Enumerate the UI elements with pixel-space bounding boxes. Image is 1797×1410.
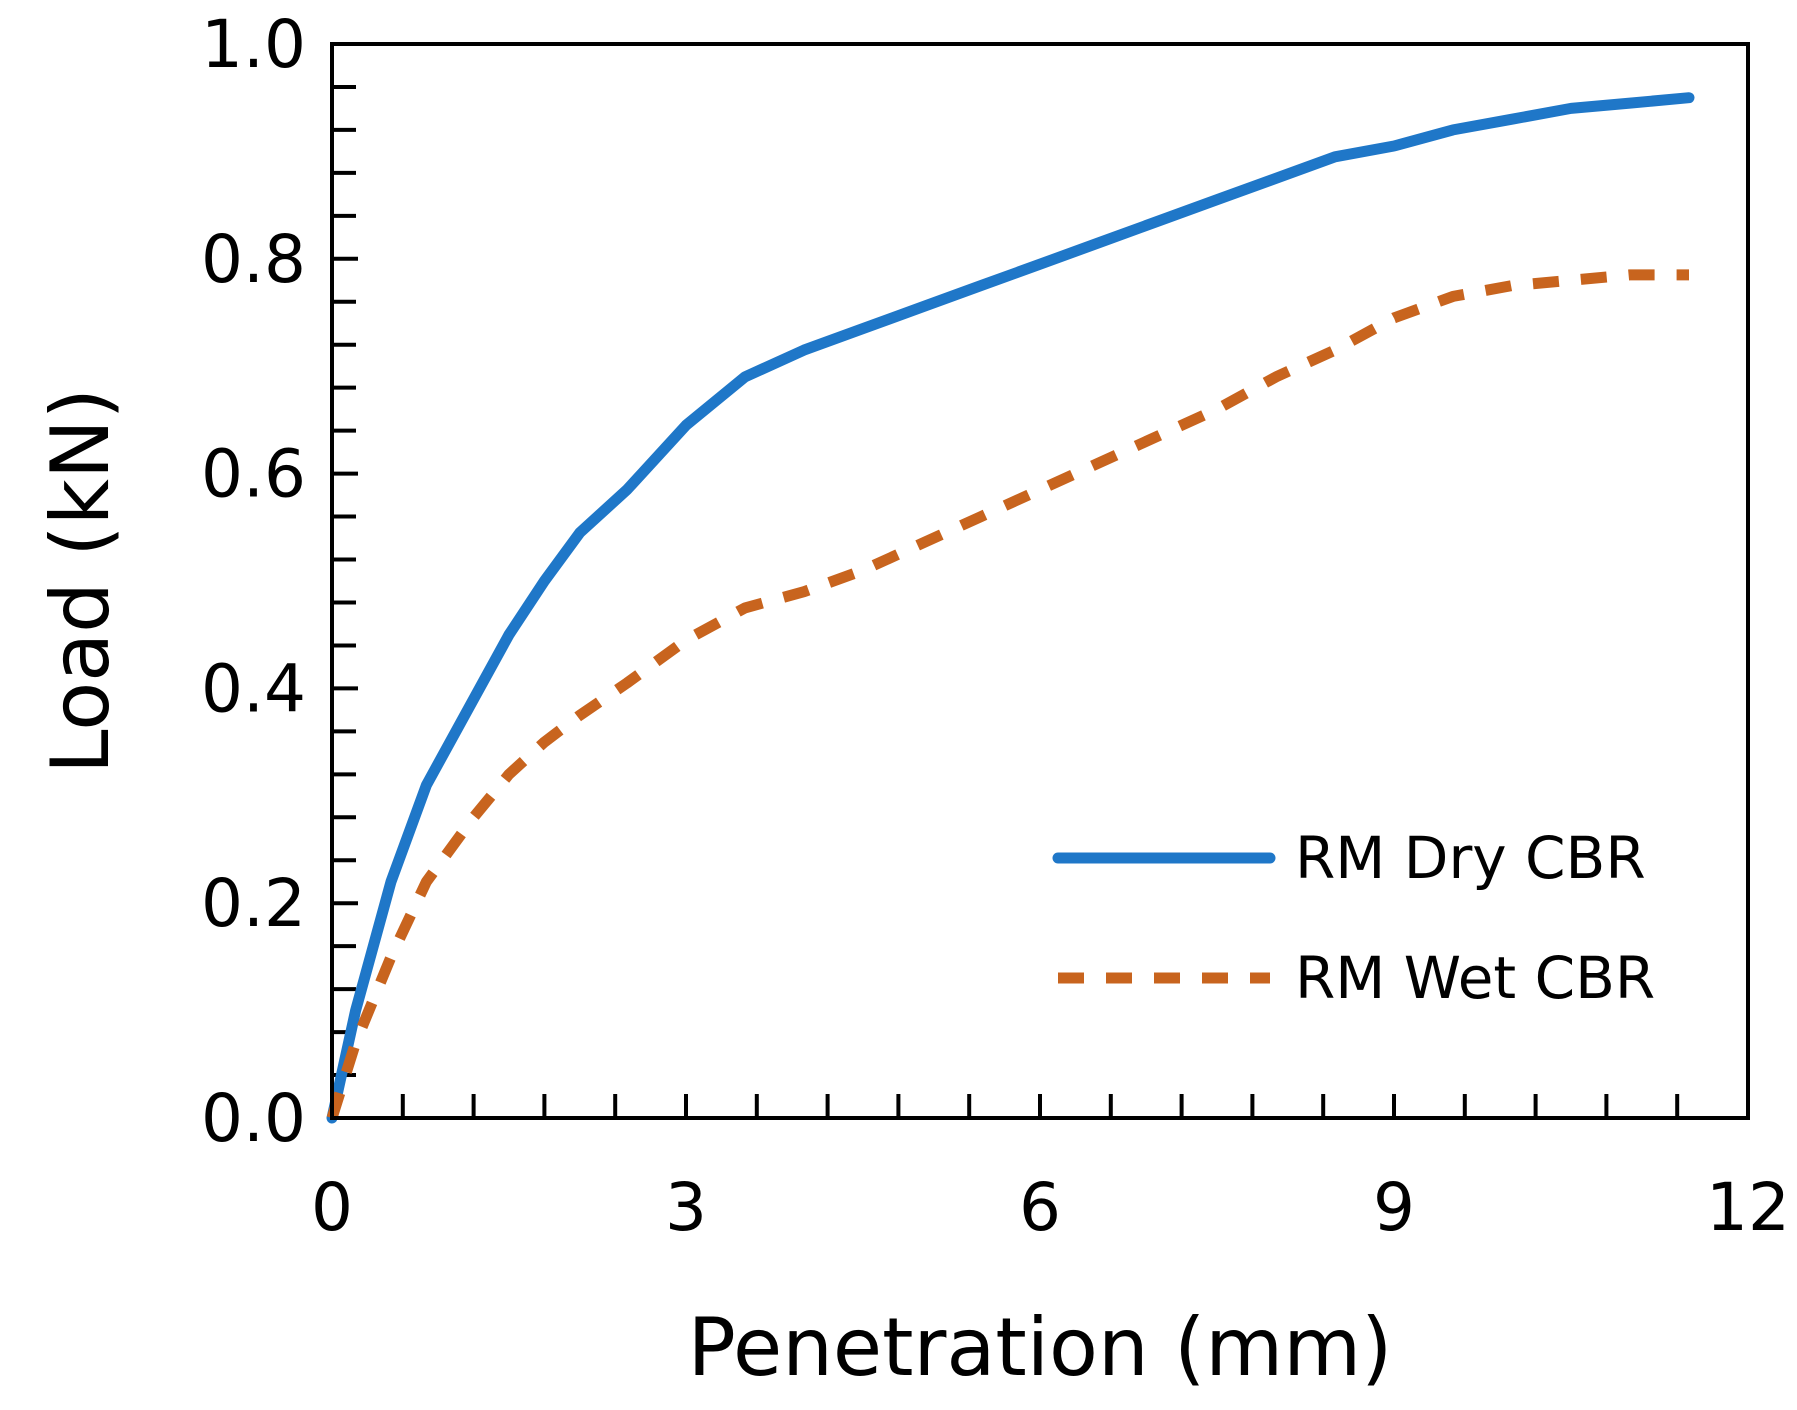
x-tick-label: 6 [1019, 1169, 1061, 1246]
x-axis-title: Penetration (mm) [688, 1301, 1393, 1394]
series-line-rm-wet-cbr [326, 269, 1689, 1120]
y-axis-title: Load (kN) [34, 388, 127, 774]
x-axis-tick-labels: 0 3 6 9 12 [311, 1169, 1790, 1246]
y-tick-label: 0.2 [201, 865, 306, 942]
y-tick-label: 0.0 [201, 1080, 306, 1157]
x-tick-label: 12 [1706, 1169, 1790, 1246]
y-axis-ticks [332, 84, 358, 1078]
series-layer [326, 92, 1695, 1124]
x-tick-label: 3 [665, 1169, 707, 1246]
y-tick-label: 0.6 [201, 436, 306, 513]
legend-label-rm-dry-cbr: RM Dry CBR [1295, 824, 1646, 892]
plot-area-frame [330, 42, 1750, 1120]
legend-label-rm-wet-cbr: RM Wet CBR [1295, 944, 1655, 1012]
legend: RM Dry CBR RM Wet CBR [1052, 824, 1655, 1012]
y-tick-label: 1.0 [201, 6, 306, 83]
series-line-rm-dry-cbr [326, 92, 1695, 1124]
x-tick-label: 9 [1373, 1169, 1415, 1246]
y-tick-label: 0.4 [201, 650, 306, 727]
x-axis-ticks [400, 1094, 1680, 1118]
y-axis-tick-labels: 0.0 0.2 0.4 0.6 0.8 1.0 [201, 6, 306, 1157]
y-tick-label: 0.8 [201, 221, 306, 298]
x-tick-label: 0 [311, 1169, 353, 1246]
